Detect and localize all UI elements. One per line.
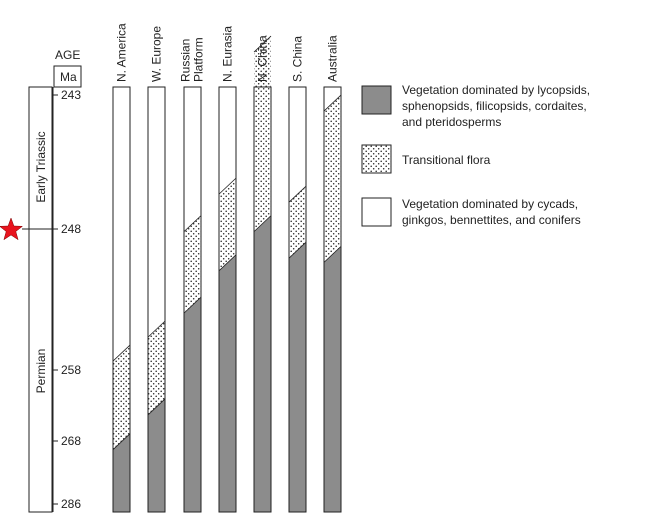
region-label: N. Eurasia <box>221 26 235 82</box>
dominated-flora-segment <box>219 254 236 512</box>
legend-label: Vegetation dominated by cycads, ginkgos, … <box>402 197 581 227</box>
bar-outline <box>288 86 307 513</box>
region-bar <box>253 35 272 513</box>
bar-outline <box>218 86 237 513</box>
region-label: Australia <box>326 35 340 82</box>
dominated-top-line <box>323 246 342 263</box>
legend-swatch <box>361 144 392 174</box>
boundary-star-icon <box>0 217 24 241</box>
period-column <box>28 86 53 513</box>
region-label: N. America <box>115 23 129 82</box>
dominated-top-line <box>112 433 131 450</box>
region-label: RussianPlatform <box>179 37 206 82</box>
bar-outline <box>253 86 272 513</box>
dominated-flora-segment <box>254 215 271 512</box>
legend-entry: Vegetation dominated by cycads, ginkgos, … <box>361 197 581 227</box>
age-tick-label: 248 <box>61 222 81 236</box>
bar-outline <box>147 86 166 513</box>
period-label: Permian <box>34 349 48 394</box>
age-header: AGE <box>55 48 80 62</box>
transitional-flora-segment <box>148 321 165 415</box>
transitional-flora-segment <box>184 215 201 314</box>
region-label: S. China <box>291 36 305 82</box>
transitional-flora-segment <box>254 36 271 232</box>
legend-entry: Transitional flora <box>361 144 491 174</box>
dominated-flora-segment <box>113 433 130 512</box>
transitional-flora-segment <box>324 95 341 263</box>
region-bar <box>288 86 307 513</box>
dominated-flora-segment <box>148 398 165 512</box>
transition-top-line <box>218 177 237 195</box>
age-unit: Ma <box>60 70 77 84</box>
dominated-flora-segment <box>289 242 306 512</box>
bar-outline <box>112 86 131 513</box>
region-bar <box>218 86 237 513</box>
transitional-flora-segment <box>113 345 130 450</box>
region-label: N. China <box>256 35 270 82</box>
dominated-top-line <box>253 215 272 232</box>
region-bar <box>183 86 202 513</box>
region-label: W. Europe <box>150 26 164 82</box>
region-bar <box>112 86 131 513</box>
age-unit-box <box>53 65 82 88</box>
period-label: Early Triassic <box>34 131 48 202</box>
legend-swatch <box>361 85 392 115</box>
dominated-top-line <box>147 398 166 416</box>
age-tick-label: 258 <box>61 363 81 377</box>
legend-label: Transitional flora <box>402 153 491 167</box>
age-tick-label: 243 <box>61 88 81 102</box>
transitional-flora-segment <box>289 186 306 259</box>
dominated-top-line <box>218 254 237 272</box>
dominated-flora-segment <box>324 246 341 512</box>
bar-outline <box>183 86 202 513</box>
dominated-top-line <box>183 296 202 314</box>
age-tick-label: 268 <box>61 434 81 448</box>
bar-outline <box>323 86 342 513</box>
transition-top-line <box>253 35 272 53</box>
legend-label: Vegetation dominated by lycopsids, spheno… <box>402 83 590 129</box>
legend-swatch <box>361 197 392 227</box>
transition-top-line <box>323 94 342 112</box>
transitional-flora-segment <box>219 178 236 271</box>
dominated-top-line <box>288 241 307 259</box>
region-bar <box>323 86 342 513</box>
transition-top-line <box>183 215 202 232</box>
legend-entry: Vegetation dominated by lycopsids, spheno… <box>361 83 590 129</box>
region-bar <box>147 86 166 513</box>
age-tick-label: 286 <box>61 497 81 511</box>
transition-top-line <box>288 185 307 203</box>
transition-top-line <box>112 344 131 362</box>
transition-top-line <box>147 320 166 338</box>
dominated-flora-segment <box>184 297 201 512</box>
